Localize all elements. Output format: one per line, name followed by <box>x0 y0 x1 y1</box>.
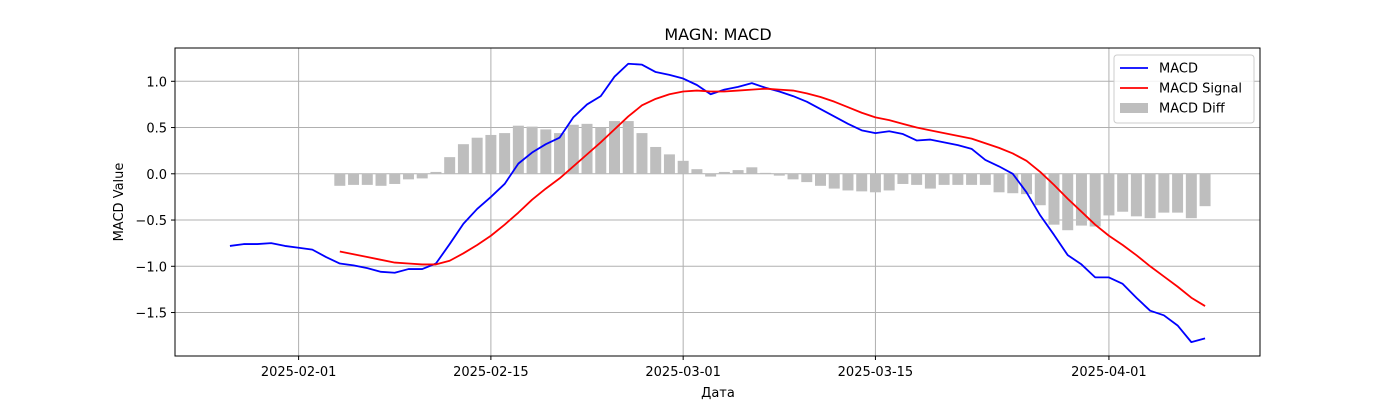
macd-diff-bar <box>622 121 634 174</box>
macd-diff-bar <box>677 160 689 174</box>
plot-frame <box>174 47 1261 357</box>
x-tick-label: 2025-02-01 <box>261 365 337 380</box>
macd-diff-bar <box>402 173 414 180</box>
macd-diff-bar <box>828 173 840 189</box>
macd-diff-bar <box>444 157 456 174</box>
macd-diff-bar <box>1007 173 1019 194</box>
y-tick-label: −1.0 <box>135 260 167 275</box>
macd-diff-bar <box>540 129 552 174</box>
x-tick-label: 2025-02-15 <box>453 365 529 380</box>
macd-diff-bar <box>691 169 703 174</box>
legend-label-macd-diff: MACD Diff <box>1159 102 1226 117</box>
y-axis-label: MACD Value <box>112 163 127 242</box>
macd-diff-bar <box>842 173 854 191</box>
macd-diff-bar <box>1048 173 1060 225</box>
macd-diff-bar <box>1021 173 1033 195</box>
macd-diff-bar <box>595 127 607 174</box>
macd-diff-bar <box>430 171 442 174</box>
macd-diff-bar <box>1034 173 1046 206</box>
y-axis: −1.5 −1.0 −0.5 0.0 0.5 1.0 <box>135 75 175 322</box>
macd-diff-bar <box>856 173 868 192</box>
macd-diff-bar <box>869 173 881 193</box>
macd-diff-bar <box>773 173 785 176</box>
y-tick-label: 0.5 <box>146 122 167 137</box>
macd-diff-bar <box>636 133 648 174</box>
macd-diff-bar <box>815 173 826 186</box>
macd-diff-bar <box>760 172 772 174</box>
x-axis-label: Дата <box>701 386 735 400</box>
macd-diff-bar <box>732 170 744 174</box>
macd-diff-bar <box>1185 173 1197 219</box>
macd-diff-bar <box>718 171 730 174</box>
macd-diff-bar <box>389 173 401 184</box>
macd-diff-bar <box>416 173 428 179</box>
plot-area <box>174 47 1261 357</box>
macd-diff-bar <box>554 133 566 174</box>
macd-diff-bar <box>1117 173 1129 212</box>
macd-diff-bar <box>1199 173 1211 207</box>
macd-signal-line <box>339 87 1206 307</box>
chart-title: MAGN: MACD <box>664 25 771 44</box>
macd-diff-bar <box>1172 173 1184 213</box>
macd-diff-bar <box>911 173 923 185</box>
macd-diff-bar <box>787 173 799 180</box>
macd-diff-bar <box>952 173 964 185</box>
macd-diff-bar <box>993 173 1005 193</box>
macd-diff-bar <box>1089 173 1101 227</box>
macd-diff-bar <box>801 173 813 183</box>
macd-diff-bar <box>883 173 895 191</box>
macd-diff-bar <box>705 173 717 177</box>
series-lines <box>229 62 1206 344</box>
macd-diff-bar <box>1075 173 1087 226</box>
macd-diff-bar <box>966 173 978 185</box>
macd-diff-bar <box>1130 173 1142 217</box>
macd-diff-bar <box>1103 173 1115 216</box>
legend-label-macd: MACD <box>1159 62 1198 77</box>
macd-diff-bar <box>663 154 675 174</box>
macd-diff-bar <box>334 173 346 186</box>
macd-diff-bar <box>897 173 909 184</box>
x-tick-label: 2025-03-01 <box>645 365 721 380</box>
macd-diff-bar <box>609 121 620 174</box>
macd-diff-bar <box>348 173 360 185</box>
macd-diff-bar <box>361 173 373 185</box>
y-tick-label: −1.5 <box>135 307 167 322</box>
macd-diff-bar <box>567 124 579 174</box>
y-tick-label: −0.5 <box>135 214 167 229</box>
legend-label-macd-signal: MACD Signal <box>1159 82 1242 97</box>
macd-diff-bar <box>650 146 662 174</box>
macd-diff-bar <box>457 144 469 174</box>
macd-diff-bar <box>485 134 497 174</box>
macd-diff-bar <box>526 126 538 174</box>
y-tick-label: 1.0 <box>146 75 167 90</box>
macd-diff-bar <box>979 173 991 185</box>
macd-diff-bar <box>581 123 593 174</box>
macd-diff-bar <box>512 125 524 174</box>
x-tick-label: 2025-04-01 <box>1071 365 1147 380</box>
macd-diff-bar <box>1144 173 1156 219</box>
x-tick-label: 2025-03-15 <box>838 365 914 380</box>
macd-diff-bar <box>375 173 387 186</box>
macd-diff-bar <box>938 173 950 185</box>
y-tick-label: 0.0 <box>146 168 167 183</box>
x-axis: 2025-02-01 2025-02-15 2025-03-01 2025-03-15… <box>261 356 1147 380</box>
macd-diff-bar <box>499 133 511 174</box>
legend-box <box>1113 54 1255 124</box>
macd-diff-bar <box>471 137 483 174</box>
legend-swatch-macd-diff <box>1120 103 1148 113</box>
macd-diff-bar <box>1158 173 1170 213</box>
macd-diff-bar <box>746 167 758 174</box>
macd-diff-bar <box>924 173 936 189</box>
macd-diff-bars <box>334 121 1211 231</box>
macd-diff-bar <box>1062 173 1074 231</box>
legend: MACD MACD Signal MACD Diff <box>1113 54 1255 124</box>
